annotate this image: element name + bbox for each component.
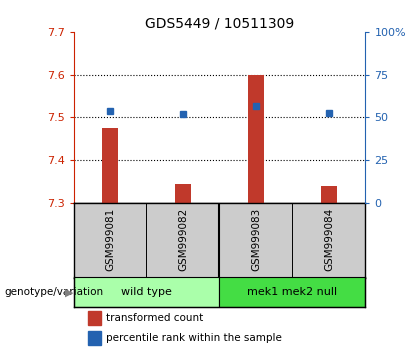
Text: GSM999082: GSM999082 [178,208,188,271]
Bar [88,311,101,325]
Bar [175,183,191,203]
Bar [88,331,101,345]
Bar [321,185,337,203]
Text: GSM999081: GSM999081 [105,208,115,271]
Bar [220,278,365,307]
Text: GSM999084: GSM999084 [324,208,334,271]
Text: percentile rank within the sample: percentile rank within the sample [105,333,281,343]
Text: mek1 mek2 null: mek1 mek2 null [247,287,338,297]
Bar [74,278,220,307]
Bar [102,128,118,203]
Text: GSM999083: GSM999083 [251,208,261,271]
Bar [248,75,264,203]
Text: ▶: ▶ [65,287,73,297]
Text: genotype/variation: genotype/variation [4,287,103,297]
Title: GDS5449 / 10511309: GDS5449 / 10511309 [145,17,294,31]
Text: wild type: wild type [121,287,172,297]
Text: transformed count: transformed count [105,313,203,323]
